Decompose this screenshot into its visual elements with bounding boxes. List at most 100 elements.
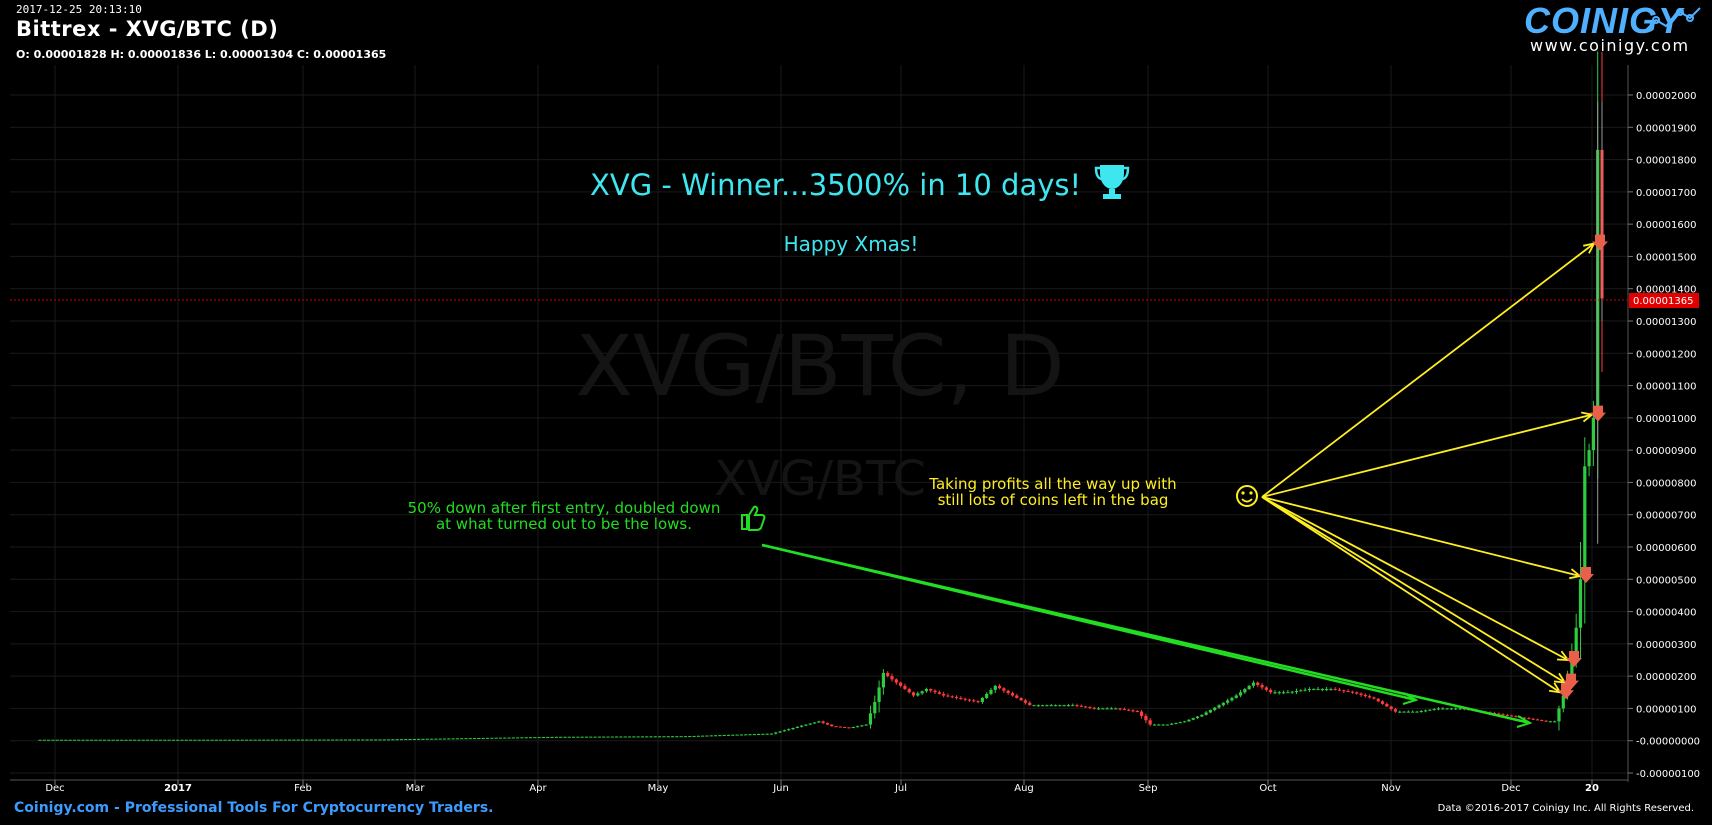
yellow-arrow: [1261, 496, 1581, 577]
candle-body: [524, 737, 528, 739]
candle-body: [1557, 708, 1561, 722]
candle-body: [911, 692, 916, 696]
candle-body: [1243, 689, 1247, 693]
candle-body: [1303, 689, 1307, 691]
watermark-main: XVG/BTC, D: [575, 317, 1064, 415]
candle-body: [85, 739, 89, 741]
candle-body: [171, 739, 175, 741]
candle-body: [649, 736, 653, 738]
candle-body: [817, 721, 821, 723]
candle-body: [287, 739, 292, 741]
candle-body: [1127, 709, 1131, 711]
x-axis-ticks: Dec 2017 Feb Mar Apr May Jun Jul Aug Sep Oct Nov Dec…: [45, 780, 1599, 794]
candle-body: [59, 739, 64, 741]
candle-body: [679, 736, 683, 738]
candle-body: [1514, 716, 1518, 718]
candle-body: [851, 726, 855, 728]
candle-body: [382, 739, 386, 741]
coinigy-logo[interactable]: COINIGY www.coinigy.com: [1524, 0, 1704, 60]
candle-body: [563, 736, 567, 738]
candle-body: [1109, 708, 1114, 710]
candle-body: [1101, 708, 1105, 710]
yellow-arrow: [1261, 496, 1569, 661]
candle-body: [408, 739, 412, 741]
candle-body: [1221, 702, 1225, 706]
sell-marker-arrow: [1592, 234, 1608, 251]
candle-body: [1583, 466, 1587, 580]
candle-body: [886, 672, 890, 677]
candle-body: [1389, 706, 1393, 710]
price-chart[interactable]: XVG/BTC, D XVG/BTC 0.000020000.000019000…: [0, 0, 1712, 800]
candle-body: [111, 739, 115, 741]
candle-body: [313, 739, 317, 741]
candle-body: [1505, 714, 1509, 716]
candle-body: [115, 739, 120, 741]
candle-body: [1049, 705, 1053, 707]
candle-body: [1273, 692, 1277, 694]
candle-body: [1260, 685, 1264, 688]
candle-body: [1023, 700, 1027, 703]
candle-body: [584, 736, 589, 738]
candle-body: [1217, 705, 1221, 708]
green-annotation-arrows: [761, 543, 1533, 728]
candle-body: [1178, 722, 1182, 724]
candle-body: [1548, 721, 1552, 723]
candle-body: [838, 726, 842, 728]
candle-body: [460, 738, 464, 740]
candle-body: [352, 739, 356, 741]
last-price-text: 0.00001365: [1633, 296, 1693, 307]
y-tick-label: 0.00000600: [1636, 543, 1696, 554]
candle-body: [1411, 711, 1415, 713]
footer-tagline[interactable]: Coinigy.com - Professional Tools For Cry…: [14, 800, 494, 816]
candle-body: [855, 726, 860, 728]
candle-body: [296, 739, 300, 741]
chart-grid: [10, 65, 1628, 780]
candle-body: [791, 727, 795, 730]
candle-body: [1084, 706, 1088, 708]
candle-body: [1299, 690, 1303, 692]
candle-body: [765, 733, 769, 735]
candle-body: [1075, 705, 1079, 707]
thumbs-up-icon: [741, 505, 766, 531]
candle-body: [1204, 712, 1208, 715]
candle-body: [1161, 724, 1165, 726]
candle-body: [339, 739, 343, 741]
candle-body: [1342, 690, 1346, 692]
candle-body: [1570, 656, 1574, 677]
price-candles: [38, 51, 1604, 741]
candle-body: [184, 739, 188, 741]
y-tick-label: 0.00001900: [1636, 123, 1696, 134]
candle-body: [972, 700, 976, 702]
candle-body: [1079, 705, 1083, 707]
candle-body: [985, 693, 989, 698]
candle-body: [1501, 714, 1505, 716]
x-tick-label: Sep: [1139, 783, 1158, 794]
candle-body: [1445, 708, 1449, 710]
candle-body: [916, 693, 920, 696]
x-tick-label: Jun: [772, 783, 789, 794]
yellow-arrow: [1261, 242, 1595, 498]
candle-body: [227, 739, 231, 741]
candle-body: [145, 739, 150, 741]
candle-body: [1045, 705, 1049, 707]
candle-body: [1131, 710, 1135, 712]
sell-marker-arrow: [1566, 651, 1582, 667]
candle-body: [455, 738, 459, 740]
candle-body: [1553, 721, 1557, 723]
candle-body: [705, 735, 709, 737]
candle-body: [890, 676, 894, 680]
y-tick-label: 0.00002000: [1636, 91, 1696, 102]
candle-body: [468, 738, 472, 740]
candle-body: [989, 689, 993, 694]
candle-body: [744, 734, 748, 736]
y-tick-label: 0.00001800: [1636, 156, 1696, 167]
y-tick-label: 0.00001200: [1636, 349, 1696, 360]
candle-body: [1234, 695, 1238, 698]
candle-body: [713, 735, 718, 737]
candle-body: [907, 689, 911, 693]
candle-body: [804, 724, 808, 726]
y-tick-label: 0.00000200: [1636, 672, 1696, 683]
x-tick-label: 20: [1585, 783, 1599, 794]
logo-url: www.coinigy.com: [1530, 36, 1690, 55]
candle-body: [193, 739, 197, 741]
